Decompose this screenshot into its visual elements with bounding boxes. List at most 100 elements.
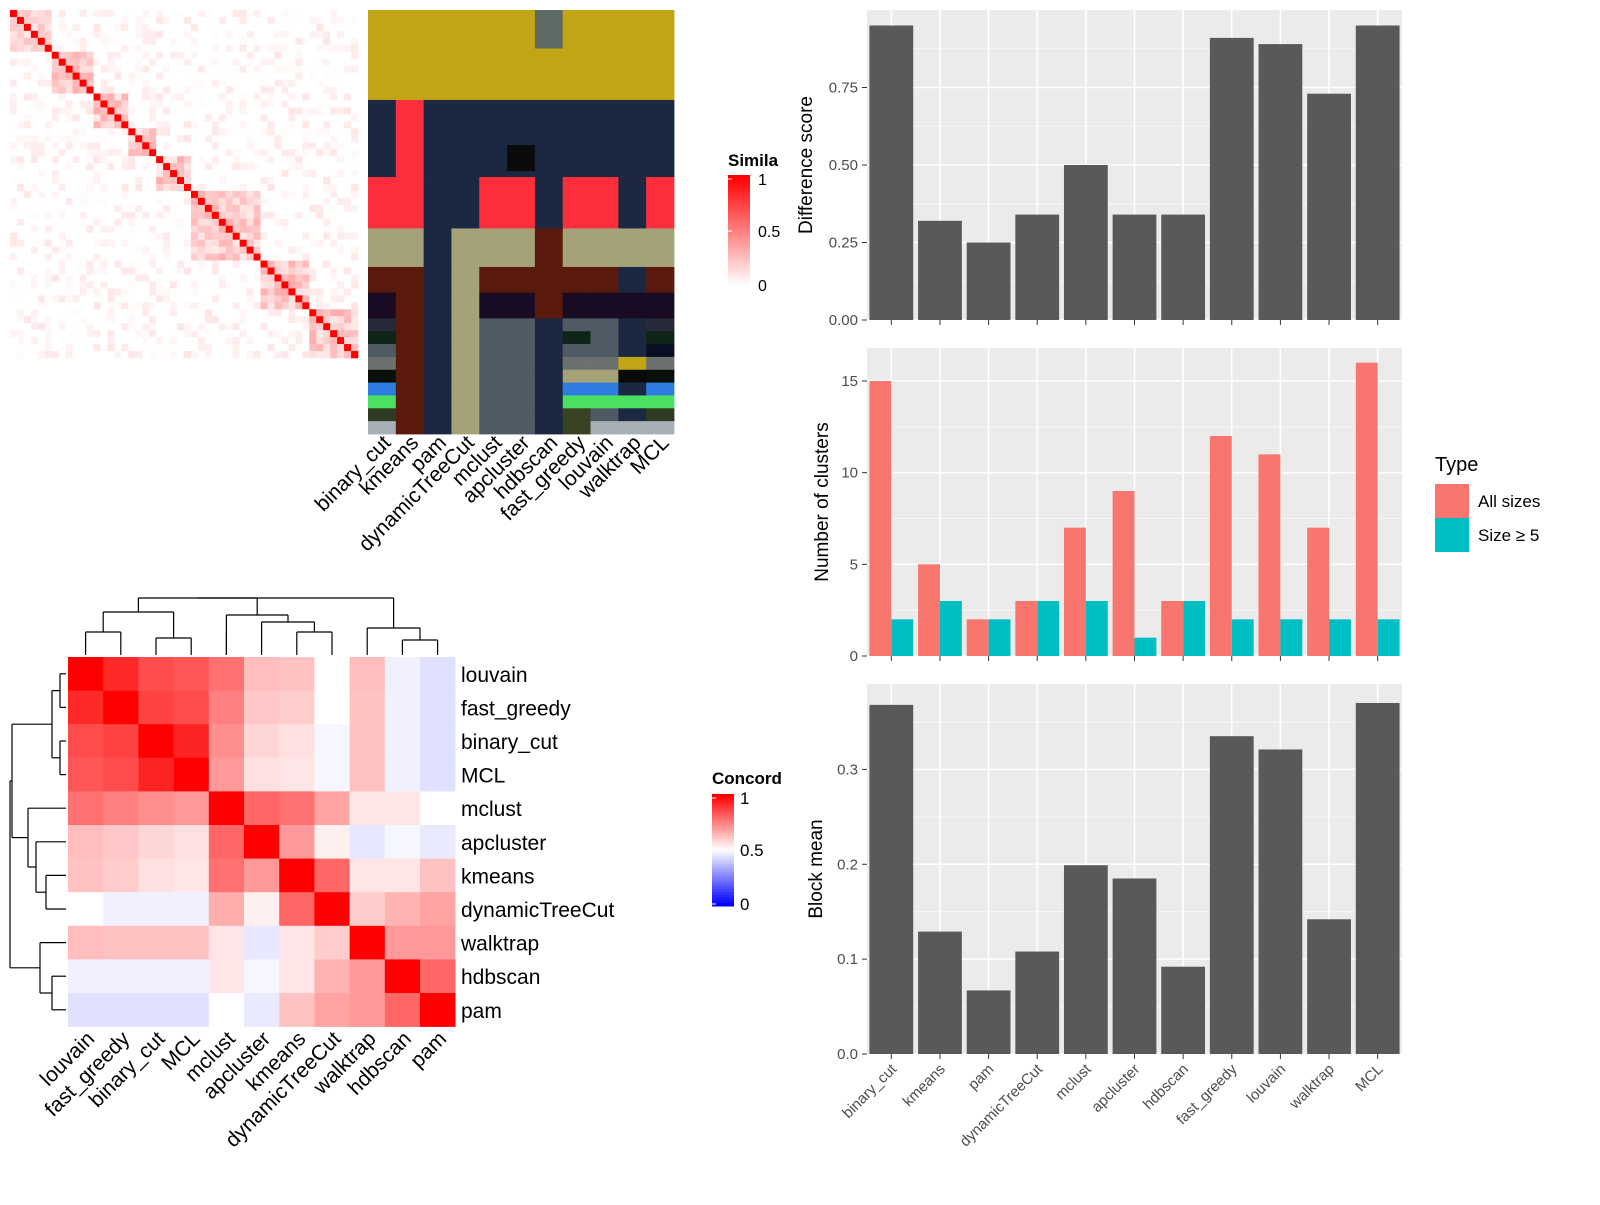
similarity-cell — [309, 260, 317, 268]
similarity-cell — [149, 190, 157, 199]
similarity-cell — [184, 316, 192, 324]
similarity-cell — [163, 260, 171, 268]
x-tick-label: apcluster — [1088, 1061, 1143, 1116]
similarity-cell — [58, 58, 66, 66]
bar — [1063, 165, 1108, 320]
similarity-cell — [23, 197, 32, 206]
similarity-cell — [309, 93, 317, 101]
similarity-cell — [177, 100, 185, 108]
similarity-cell — [58, 149, 66, 157]
similarity-cell — [351, 197, 359, 206]
similarity-cell — [79, 16, 87, 25]
similarity-cell — [239, 51, 247, 60]
similarity-cell — [267, 239, 275, 247]
similarity-cell — [253, 344, 261, 352]
similarity-cell — [107, 281, 115, 289]
similarity-cell — [16, 65, 25, 73]
similarity-cell — [281, 274, 289, 282]
similarity-cell — [79, 225, 87, 234]
similarity-cell — [204, 65, 213, 73]
similarity-cell — [267, 44, 275, 53]
similarity-cell — [170, 44, 178, 53]
similarity-cell — [30, 267, 39, 275]
similarity-cell — [246, 330, 254, 338]
similarity-cell — [135, 86, 143, 94]
similarity-cell — [344, 149, 352, 157]
similarity-cell — [16, 232, 25, 240]
similarity-cell — [281, 135, 289, 143]
similarity-cell — [288, 170, 296, 178]
similarity-cell — [128, 44, 136, 53]
similarity-cell — [337, 302, 345, 310]
similarity-cell — [79, 184, 87, 192]
similarity-cell — [72, 184, 80, 192]
assignment-cell — [479, 344, 508, 358]
similarity-cell — [330, 170, 338, 178]
similarity-cell — [288, 218, 296, 227]
similarity-cell — [330, 10, 338, 18]
similarity-cell — [302, 51, 310, 60]
similarity-cell — [44, 288, 53, 296]
similarity-cell — [93, 239, 101, 247]
similarity-cell — [121, 135, 129, 143]
similarity-cell — [135, 51, 143, 60]
similarity-cell — [86, 232, 94, 240]
similarity-cell — [51, 58, 60, 66]
similarity-cell — [211, 281, 220, 289]
similarity-cell — [337, 309, 345, 317]
similarity-cell — [30, 211, 39, 220]
similarity-cell — [337, 239, 345, 247]
similarity-cell — [184, 100, 192, 108]
similarity-cell — [295, 177, 303, 185]
similarity-cell — [72, 190, 80, 199]
similarity-cell — [316, 86, 324, 94]
similarity-cell — [142, 79, 150, 87]
similarity-cell — [30, 225, 39, 234]
concordance-cell — [173, 791, 210, 826]
similarity-cell — [351, 184, 359, 192]
similarity-cell — [316, 302, 324, 310]
concordance-legend-gradient — [712, 894, 734, 899]
similarity-cell — [211, 114, 220, 122]
similarity-cell — [114, 65, 122, 73]
similarity-cell — [337, 274, 345, 282]
similarity-cell — [316, 156, 324, 164]
similarity-cell — [58, 309, 66, 317]
similarity-cell — [149, 170, 157, 178]
concordance-cell — [138, 757, 174, 792]
similarity-cell — [37, 218, 46, 227]
assignment-cell — [534, 382, 564, 396]
similarity-cell — [30, 37, 39, 46]
similarity-cell — [232, 16, 240, 25]
similarity-cell — [190, 23, 199, 32]
similarity-cell — [218, 30, 227, 39]
similarity-cell — [65, 239, 73, 247]
bar-all-sizes — [966, 619, 989, 656]
similarity-cell — [163, 337, 171, 345]
similarity-cell — [274, 330, 282, 338]
similarity-cell — [65, 330, 73, 338]
concordance-cell — [208, 791, 245, 826]
similarity-cell — [316, 10, 324, 18]
assignment-cell — [507, 10, 536, 101]
similarity-cell — [16, 156, 25, 164]
similarity-cell — [225, 23, 234, 32]
similarity-cell — [267, 86, 275, 94]
similarity-cell — [260, 100, 268, 108]
concordance-legend-gradient — [712, 889, 734, 893]
similarity-cell — [16, 51, 25, 60]
assignment-cell — [590, 421, 619, 435]
similarity-cell — [72, 121, 80, 129]
concordance-legend-gradient — [712, 866, 734, 871]
similarity-cell — [72, 302, 80, 310]
similarity-cell — [58, 351, 66, 359]
similarity-cell — [337, 65, 345, 73]
similarity-cell — [309, 16, 317, 25]
similarity-cell — [156, 114, 164, 122]
similarity-cell — [260, 16, 268, 25]
similarity-cell — [197, 190, 206, 199]
bar-all-sizes — [1209, 436, 1232, 656]
similarity-cell — [142, 44, 150, 53]
similarity-cell — [316, 16, 324, 25]
concordance-cell — [244, 791, 280, 826]
